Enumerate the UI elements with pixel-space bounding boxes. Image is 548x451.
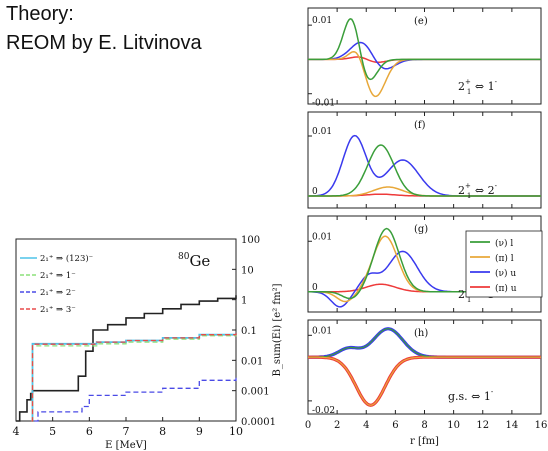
left-x-tick-label: 8	[159, 425, 166, 438]
right-x-tick-label: 12	[476, 420, 489, 431]
right-x-tick-label: 0	[305, 420, 311, 431]
transition-left: 2	[458, 184, 465, 197]
right-x-tick-label: 14	[506, 420, 519, 431]
left-y-tick-label: 1	[241, 296, 247, 307]
transition-right: 1	[484, 390, 491, 403]
transition-rsup: -	[491, 388, 494, 396]
left-series-s2	[34, 377, 237, 422]
transition-arrow: ⇔	[468, 390, 484, 403]
transition-right: 2	[488, 184, 495, 197]
right-transition-label: 2+ 1 ⇔ 2-	[458, 182, 498, 200]
left-y-tick-label: 10	[241, 265, 254, 276]
transition-sub: 1	[467, 192, 471, 200]
left-x-tick-label: 10	[229, 425, 243, 438]
transition-arrow: ⇔	[471, 184, 487, 197]
right-x-tick-label: 2	[334, 420, 340, 431]
header-reom: REOM by E. Litvinova	[6, 32, 202, 54]
transition-sup: +	[465, 182, 471, 190]
transition-sup: +	[465, 78, 471, 86]
right-x-axis-label: r [fm]	[410, 436, 439, 447]
right-curve-nu_l	[308, 144, 541, 197]
right-subpanel-frame	[307, 319, 542, 415]
left-x-tick-label: 5	[49, 425, 56, 438]
right-curve-nu_l	[308, 17, 541, 81]
right-x-tick-label: 8	[421, 420, 427, 431]
right-x-tick-label: 6	[392, 420, 398, 431]
right-y-tick-label: -0.02	[312, 406, 335, 416]
left-series-s123	[31, 332, 237, 422]
right-x-tick-label: 10	[447, 420, 460, 431]
right-subpanel-label: (g)	[414, 224, 428, 235]
right-y-tick-label: -0.01	[312, 99, 335, 109]
transition-left: g.s.	[448, 390, 468, 403]
transition-rsup: -	[495, 182, 498, 190]
left-y-tick-label: 100	[241, 235, 260, 246]
left-y-tick-label: 0.001	[241, 387, 270, 398]
transition-left: 2	[458, 288, 465, 301]
transition-rsup: -	[495, 78, 498, 86]
left-x-tick-label: 6	[86, 425, 93, 438]
left-y-tick-label: 0.1	[241, 326, 257, 337]
right-transition-label: g.s. ⇔ 1-	[448, 388, 494, 403]
right-y-tick-label: 0	[312, 283, 318, 293]
right-legend-label: (ν) u	[495, 268, 516, 279]
left-legend-label: 2₁⁺ ⇒ (123)⁻	[40, 253, 93, 264]
transition-right: 1	[488, 80, 495, 93]
right-legend-label: (ν) l	[495, 238, 513, 249]
right-y-tick-label: 0.01	[312, 127, 332, 137]
transition-sub: 1	[467, 88, 471, 96]
transition-arrow: ⇔	[471, 80, 487, 93]
right-y-tick-label: 0.01	[312, 232, 332, 242]
right-legend-box	[465, 230, 543, 298]
right-legend-label: (π) u	[495, 283, 517, 294]
left-x-tick-label: 4	[13, 425, 20, 438]
right-y-tick-label: 0.01	[312, 16, 332, 26]
right-subpanel-label: (f)	[414, 120, 426, 131]
left-title-main: Ge	[189, 252, 210, 270]
right-x-tick-label: 16	[535, 420, 548, 431]
right-legend-label: (π) l	[495, 253, 514, 264]
right-x-tick-label: 4	[363, 420, 369, 431]
left-x-axis-label: E [MeV]	[105, 440, 147, 451]
right-subpanel-label: (h)	[414, 328, 428, 339]
left-legend-label: 2₁⁺ ⇒ 2⁻	[40, 288, 76, 298]
left-x-tick-label: 9	[196, 425, 203, 438]
left-x-tick-label: 7	[123, 425, 130, 438]
left-y-tick-label: 0.01	[241, 356, 263, 367]
header-theory: Theory:	[6, 3, 74, 25]
right-subpanel-frame	[307, 111, 542, 209]
left-legend-label: 2₁⁺ ⇒ 3⁻	[40, 305, 76, 315]
left-title-sup: 80	[178, 252, 190, 262]
right-y-tick-label: 0.01	[312, 326, 332, 336]
left-y-axis-label: B_sum(Ei) [e² fm²]	[272, 283, 283, 376]
right-y-tick-label: 0	[312, 187, 318, 197]
transition-sub: 1	[467, 296, 471, 304]
left-series-total	[16, 295, 237, 422]
left-legend-label: 2₁⁺ ⇒ 1⁻	[40, 271, 76, 281]
right-transition-label: 2+ 1 ⇔ 1-	[458, 78, 498, 96]
right-subpanel-label: (e)	[414, 16, 428, 27]
right-curve-pi_l	[308, 356, 541, 406]
left-y-tick-label: 0.0001	[241, 417, 276, 428]
transition-left: 2	[458, 80, 465, 93]
left-title: 80Ge	[178, 252, 210, 270]
